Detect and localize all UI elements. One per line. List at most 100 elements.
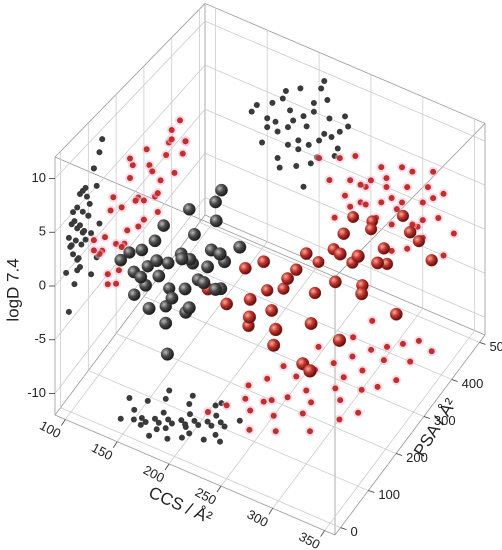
projection-point [71, 281, 78, 288]
projection-point [388, 221, 395, 228]
projection-point [284, 394, 291, 401]
grid-line [204, 152, 486, 274]
projection-point [380, 357, 387, 364]
grid-line [88, 370, 369, 491]
projection-point [212, 402, 219, 409]
y-tick-label: 500 [489, 339, 502, 354]
projection-point [182, 424, 189, 430]
projection-point [204, 418, 211, 425]
projection-point [186, 401, 193, 408]
projection-point [163, 152, 170, 159]
projection-point [65, 308, 72, 315]
projection-point [127, 175, 133, 182]
data-point [308, 286, 322, 300]
projection-point [419, 217, 426, 224]
data-point [239, 261, 252, 275]
projection-point [79, 208, 86, 215]
data-point [261, 284, 274, 297]
data-point [213, 247, 227, 261]
projection-point [315, 343, 322, 350]
projection-point [280, 363, 287, 370]
box-edge [204, 3, 486, 124]
projection-point [242, 395, 249, 402]
projection-point [253, 101, 260, 108]
projection-point [359, 367, 366, 374]
data-point [303, 364, 317, 378]
projection-point [374, 383, 381, 390]
projection-point [342, 113, 348, 120]
projection-point [407, 358, 414, 365]
data-point [201, 260, 215, 274]
projection-point [68, 221, 75, 228]
data-point [377, 242, 391, 255]
projection-point [132, 197, 139, 204]
projection-point [164, 435, 171, 442]
projection-point [349, 353, 356, 360]
projection-point [127, 155, 133, 162]
data-point [396, 209, 410, 223]
projection-point [383, 175, 390, 182]
projection-point [236, 417, 243, 424]
projection-point [74, 256, 81, 263]
projection-point [124, 227, 131, 234]
projection-point [204, 409, 211, 416]
projection-point [316, 137, 323, 144]
projection-point [284, 141, 291, 148]
projection-point [65, 234, 72, 241]
projection-point [336, 128, 343, 135]
grid-line [54, 20, 206, 179]
projection-point [104, 281, 111, 288]
projection-point [393, 206, 400, 213]
projection-point [67, 243, 74, 250]
y-tick-label: 100 [378, 487, 400, 502]
projection-point [303, 387, 310, 394]
data-point [148, 234, 162, 248]
data-point [135, 243, 149, 257]
data-point [114, 253, 128, 267]
data-point [281, 272, 294, 285]
data-point [142, 301, 156, 315]
data-point [243, 292, 257, 306]
projection-point [300, 113, 307, 120]
projection-point [330, 360, 337, 367]
projection-point [326, 115, 333, 122]
data-point [182, 301, 196, 315]
projection-point [140, 216, 147, 223]
projection-point [131, 406, 138, 413]
y-tick [395, 453, 403, 456]
grid-line [204, 64, 486, 186]
data-point [197, 276, 211, 290]
data-point [175, 252, 189, 266]
y-tick [479, 342, 486, 345]
projection-point [63, 269, 70, 276]
projection-point [310, 99, 317, 106]
projection-point [347, 203, 354, 210]
projection-point [90, 165, 97, 172]
projection-point [336, 416, 343, 423]
projection-point [77, 190, 83, 197]
projection-point [154, 190, 161, 197]
projection-point [186, 411, 193, 418]
y-tick [423, 416, 431, 419]
y-tick-label: 300 [434, 413, 456, 428]
grid-line [168, 263, 320, 465]
data-point [269, 322, 283, 337]
projection-point [83, 193, 90, 200]
z-tick-label: 0 [39, 277, 46, 292]
projection-point [152, 415, 158, 422]
projection-point [450, 230, 457, 237]
projection-point [165, 416, 172, 423]
data-point [209, 214, 223, 228]
projection-point [130, 416, 137, 423]
data-point [150, 254, 164, 268]
projection-point [260, 398, 267, 405]
data-point [290, 263, 303, 276]
data-point [389, 307, 403, 321]
projection-point [299, 410, 306, 417]
projection-point [74, 204, 81, 211]
data-point [355, 287, 369, 301]
projection-point [208, 422, 215, 429]
projection-point [367, 177, 374, 184]
projection-point [383, 183, 390, 190]
projection-point [177, 117, 183, 124]
